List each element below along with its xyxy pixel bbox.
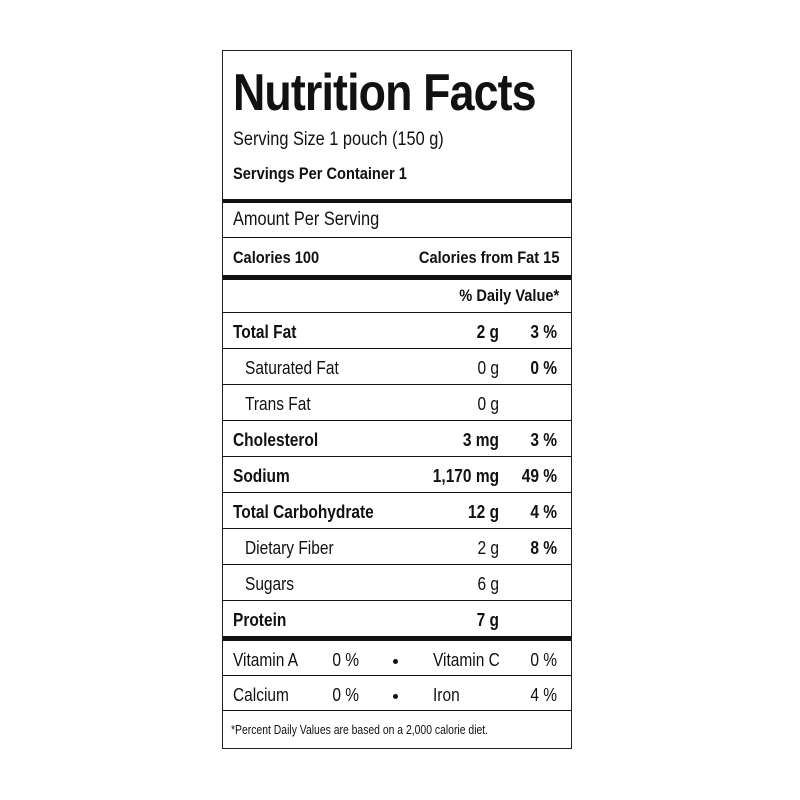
nutrient-name: Total Carbohydrate (233, 502, 374, 522)
title: Nutrition Facts (233, 64, 536, 122)
rule (223, 237, 571, 238)
bullet (393, 659, 398, 664)
calories: Calories 100 (233, 248, 320, 267)
rule (223, 492, 571, 493)
daily-value-header: % Daily Value* (459, 286, 559, 305)
rule (223, 384, 571, 385)
nutrient-amount: 1,170 mg (432, 466, 499, 486)
nutrient-dv: 0 % (530, 358, 557, 378)
nutrient-amount: 0 g (477, 394, 499, 414)
rule (223, 312, 571, 313)
rule (223, 564, 571, 565)
thick-rule (223, 275, 571, 280)
serving-size: Serving Size 1 pouch (150 g) (233, 129, 444, 150)
rule (223, 348, 571, 349)
vitamin-dv: 0 % (530, 650, 557, 670)
rule (223, 420, 571, 421)
rule (223, 710, 571, 711)
thick-rule (223, 636, 571, 641)
rule (223, 528, 571, 529)
nutrient-name: Dietary Fiber (245, 538, 334, 558)
nutrient-name: Total Fat (233, 322, 297, 342)
nutrient-name: Sugars (245, 574, 295, 594)
amount-per-serving: Amount Per Serving (233, 209, 380, 230)
nutrient-dv: 3 % (530, 430, 557, 450)
nutrient-amount: 3 mg (462, 430, 499, 450)
nutrient-dv: 3 % (530, 322, 557, 342)
nutrient-amount: 12 g (468, 502, 499, 522)
nutrient-name: Saturated Fat (245, 358, 339, 378)
nutrient-dv: 8 % (530, 538, 557, 558)
nutrient-name: Sodium (233, 466, 290, 486)
nutrient-amount: 2 g (476, 322, 499, 342)
thick-rule (223, 199, 571, 203)
vitamin-dv: 0 % (332, 650, 359, 670)
nutrient-amount: 0 g (477, 358, 499, 378)
nutrient-name: Trans Fat (245, 394, 311, 414)
vitamin-name: Calcium (233, 685, 289, 705)
footnote: *Percent Daily Values are based on a 2,0… (231, 722, 489, 737)
vitamin-dv: 4 % (530, 685, 557, 705)
nutrition-label: Nutrition Facts Serving Size 1 pouch (15… (222, 50, 572, 749)
servings-per-container: Servings Per Container 1 (233, 164, 407, 183)
nutrient-amount: 2 g (477, 538, 499, 558)
rule (223, 600, 571, 601)
vitamin-name: Vitamin A (233, 650, 299, 670)
rule (223, 456, 571, 457)
vitamin-dv: 0 % (332, 685, 359, 705)
vitamin-name: Vitamin C (433, 650, 500, 670)
nutrient-amount: 6 g (477, 574, 499, 594)
nutrient-name: Cholesterol (233, 430, 319, 450)
vitamin-name: Iron (433, 685, 460, 705)
nutrient-dv: 49 % (521, 466, 557, 486)
nutrient-name: Protein (233, 610, 287, 630)
calories-from-fat: Calories from Fat 15 (418, 248, 559, 267)
nutrient-amount: 7 g (476, 610, 499, 630)
nutrient-dv: 4 % (530, 502, 557, 522)
bullet (393, 694, 398, 699)
rule (223, 675, 571, 676)
